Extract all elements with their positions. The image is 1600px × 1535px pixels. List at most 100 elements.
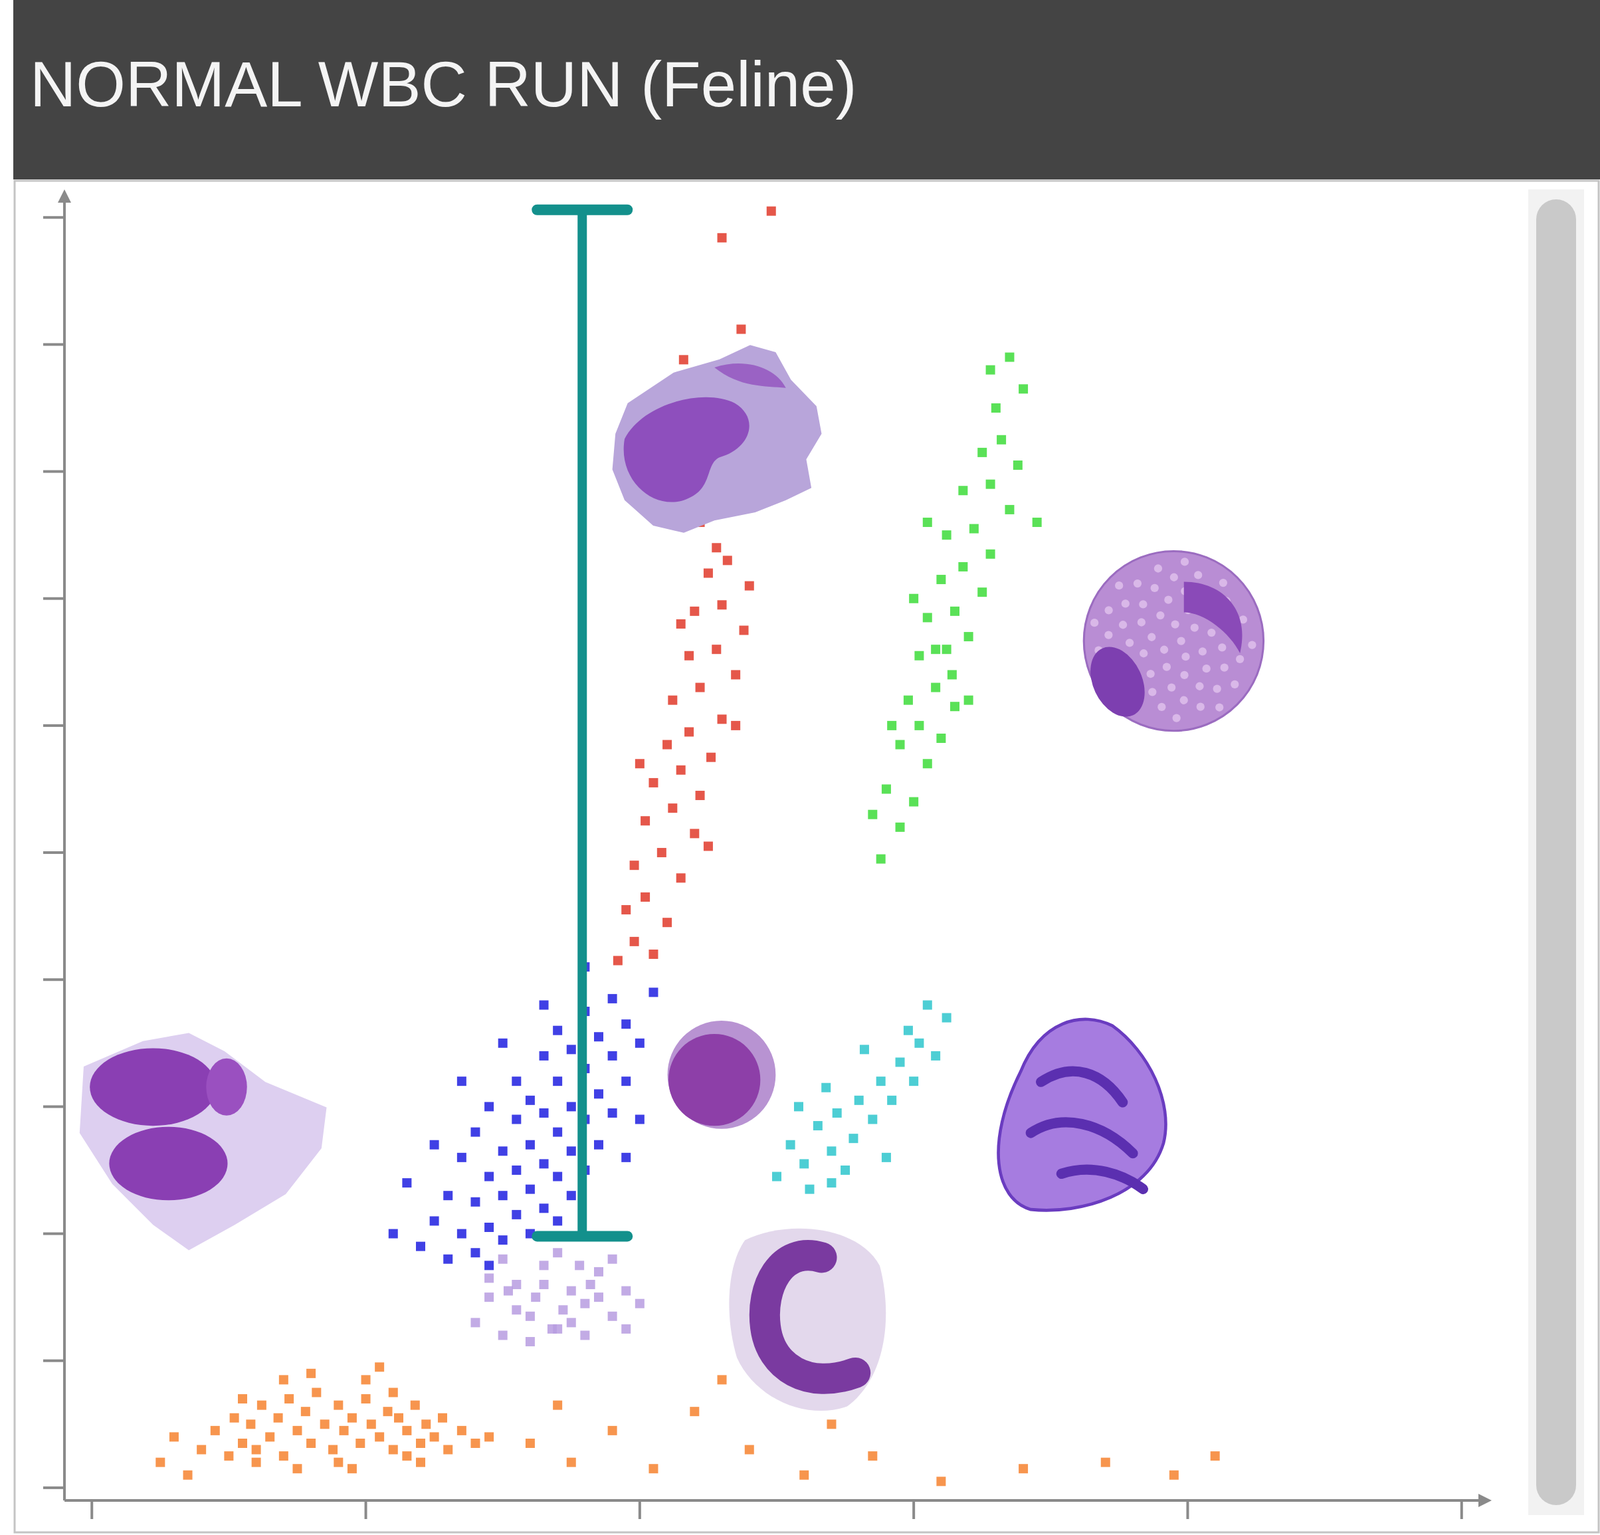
cell-eosinophil	[1079, 550, 1264, 731]
data-point	[706, 752, 716, 763]
cell-granule	[1162, 663, 1171, 672]
data-point	[950, 606, 960, 616]
data-point	[684, 726, 694, 737]
data-point	[437, 1413, 448, 1423]
data-point	[366, 1419, 377, 1429]
data-point	[566, 1101, 577, 1111]
data-point	[648, 987, 658, 997]
data-point	[443, 1190, 453, 1200]
data-point	[1004, 504, 1014, 515]
data-point	[339, 1425, 349, 1436]
plot-area	[155, 206, 1220, 1487]
cell-nucleus	[623, 397, 750, 503]
data-point	[621, 904, 631, 915]
data-point	[969, 524, 979, 534]
cell-granule	[1137, 617, 1146, 626]
cell-nucleus	[108, 1126, 228, 1201]
data-point	[662, 740, 672, 750]
data-point	[832, 1108, 842, 1118]
data-point	[1210, 1451, 1220, 1461]
data-point	[552, 1215, 563, 1226]
data-point	[530, 1292, 541, 1302]
data-point	[251, 1445, 262, 1455]
data-point	[635, 1299, 645, 1309]
data-point	[964, 695, 974, 705]
data-point	[914, 1038, 924, 1048]
cell-monocyte	[612, 344, 822, 533]
data-point	[662, 917, 672, 927]
cell-nucleus	[1184, 582, 1243, 654]
data-point	[415, 1241, 426, 1252]
data-point	[552, 1172, 563, 1182]
data-point	[470, 1197, 480, 1207]
data-point	[388, 1388, 399, 1398]
data-point	[895, 740, 905, 750]
range-annotation	[536, 209, 628, 1237]
data-point	[383, 1406, 393, 1416]
data-point	[799, 1158, 809, 1169]
cell-nucleus	[1030, 1071, 1143, 1189]
data-point	[525, 1095, 535, 1105]
y-tick	[43, 978, 65, 981]
cell-band	[728, 1228, 886, 1411]
data-point	[223, 1451, 234, 1461]
data-point	[887, 720, 897, 731]
cell-granule	[1104, 630, 1113, 639]
data-point	[986, 365, 996, 375]
data-point	[607, 1108, 618, 1118]
cell-granule	[1195, 682, 1204, 691]
x-tick	[912, 1500, 915, 1519]
data-point	[498, 1235, 508, 1245]
cell-granule	[1180, 671, 1189, 680]
data-point	[667, 695, 678, 705]
cell-granule	[1194, 570, 1202, 579]
series-group	[613, 206, 777, 966]
data-point	[511, 1209, 521, 1220]
data-point	[730, 669, 741, 680]
y-tick	[43, 597, 65, 600]
data-point	[895, 1057, 905, 1067]
y-axis-line	[63, 192, 66, 1501]
data-point	[922, 1000, 933, 1010]
data-point	[251, 1457, 262, 1468]
data-point	[574, 1260, 585, 1270]
x-axis-line	[64, 1499, 1490, 1502]
cell-cytoplasm	[612, 344, 822, 533]
data-point	[629, 860, 640, 870]
data-point	[594, 1140, 604, 1150]
data-point	[821, 1083, 831, 1093]
cell-cytoplasm	[79, 1032, 327, 1250]
data-point	[648, 778, 658, 788]
data-point	[237, 1394, 248, 1404]
data-point	[525, 1184, 535, 1195]
data-point	[552, 1400, 563, 1410]
data-point	[613, 956, 623, 966]
cell-granule	[1150, 584, 1159, 593]
data-point	[265, 1431, 275, 1442]
data-point	[689, 828, 700, 838]
data-point	[183, 1470, 193, 1480]
data-point	[552, 1127, 563, 1137]
cell-cytoplasm	[667, 1020, 777, 1129]
data-point	[908, 1076, 919, 1086]
cell-granule	[1125, 638, 1134, 647]
data-point	[503, 1286, 513, 1296]
data-point	[457, 1229, 467, 1239]
data-point	[977, 447, 987, 458]
data-point	[744, 581, 755, 591]
cell-nucleus	[205, 1058, 247, 1116]
cell-illustrations	[79, 344, 1264, 1411]
data-point	[525, 1140, 535, 1150]
data-point	[284, 1394, 294, 1404]
data-point	[443, 1445, 453, 1455]
data-point	[410, 1400, 420, 1410]
data-point	[484, 1172, 494, 1182]
cell-nucleus	[89, 1047, 216, 1126]
data-point	[695, 683, 705, 693]
data-point	[292, 1425, 302, 1436]
data-point	[306, 1368, 316, 1379]
data-point	[401, 1451, 412, 1461]
cell-basophil	[998, 1019, 1167, 1210]
data-point	[511, 1279, 521, 1290]
data-point	[703, 841, 713, 852]
